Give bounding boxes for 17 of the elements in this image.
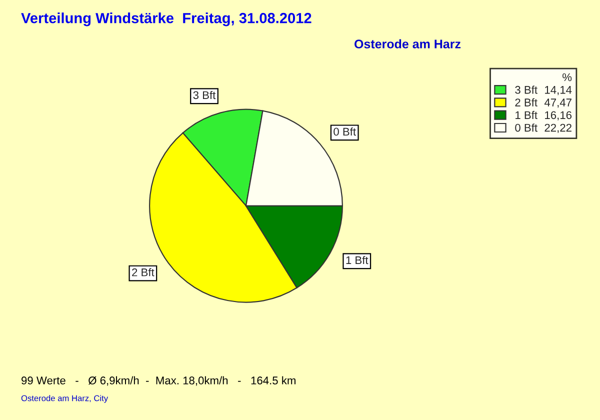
legend-title: % — [562, 73, 572, 82]
data-label: 16,16 — [545, 111, 572, 120]
slice-label: 2 Bft — [132, 268, 154, 276]
slice-label: 0 Bft — [334, 127, 356, 136]
chart-title: Verteilung Windstärke Freitag, 31.08.2012 — [21, 12, 312, 26]
text: 99 Werte - Ø 6,9km/h - Max. 18,0km/h - 164.5 km — [22, 376, 296, 386]
data-label: 14,14 — [545, 86, 572, 96]
legend-label: 0 Bft — [515, 124, 538, 132]
data-label: 47,47 — [544, 98, 572, 108]
legend-label: 2 Bft — [515, 98, 538, 106]
legend-label: 3 Bft — [515, 86, 538, 94]
slice-label: 1 Bft — [346, 256, 368, 264]
slice-label: 3 Bft — [193, 90, 216, 100]
legend-label: 1 Bft — [516, 110, 538, 120]
text: Osterode am Harz, City — [21, 395, 108, 403]
data-label: 22,22 — [544, 124, 572, 134]
chart-subtitle: Osterode am Harz — [354, 39, 461, 48]
